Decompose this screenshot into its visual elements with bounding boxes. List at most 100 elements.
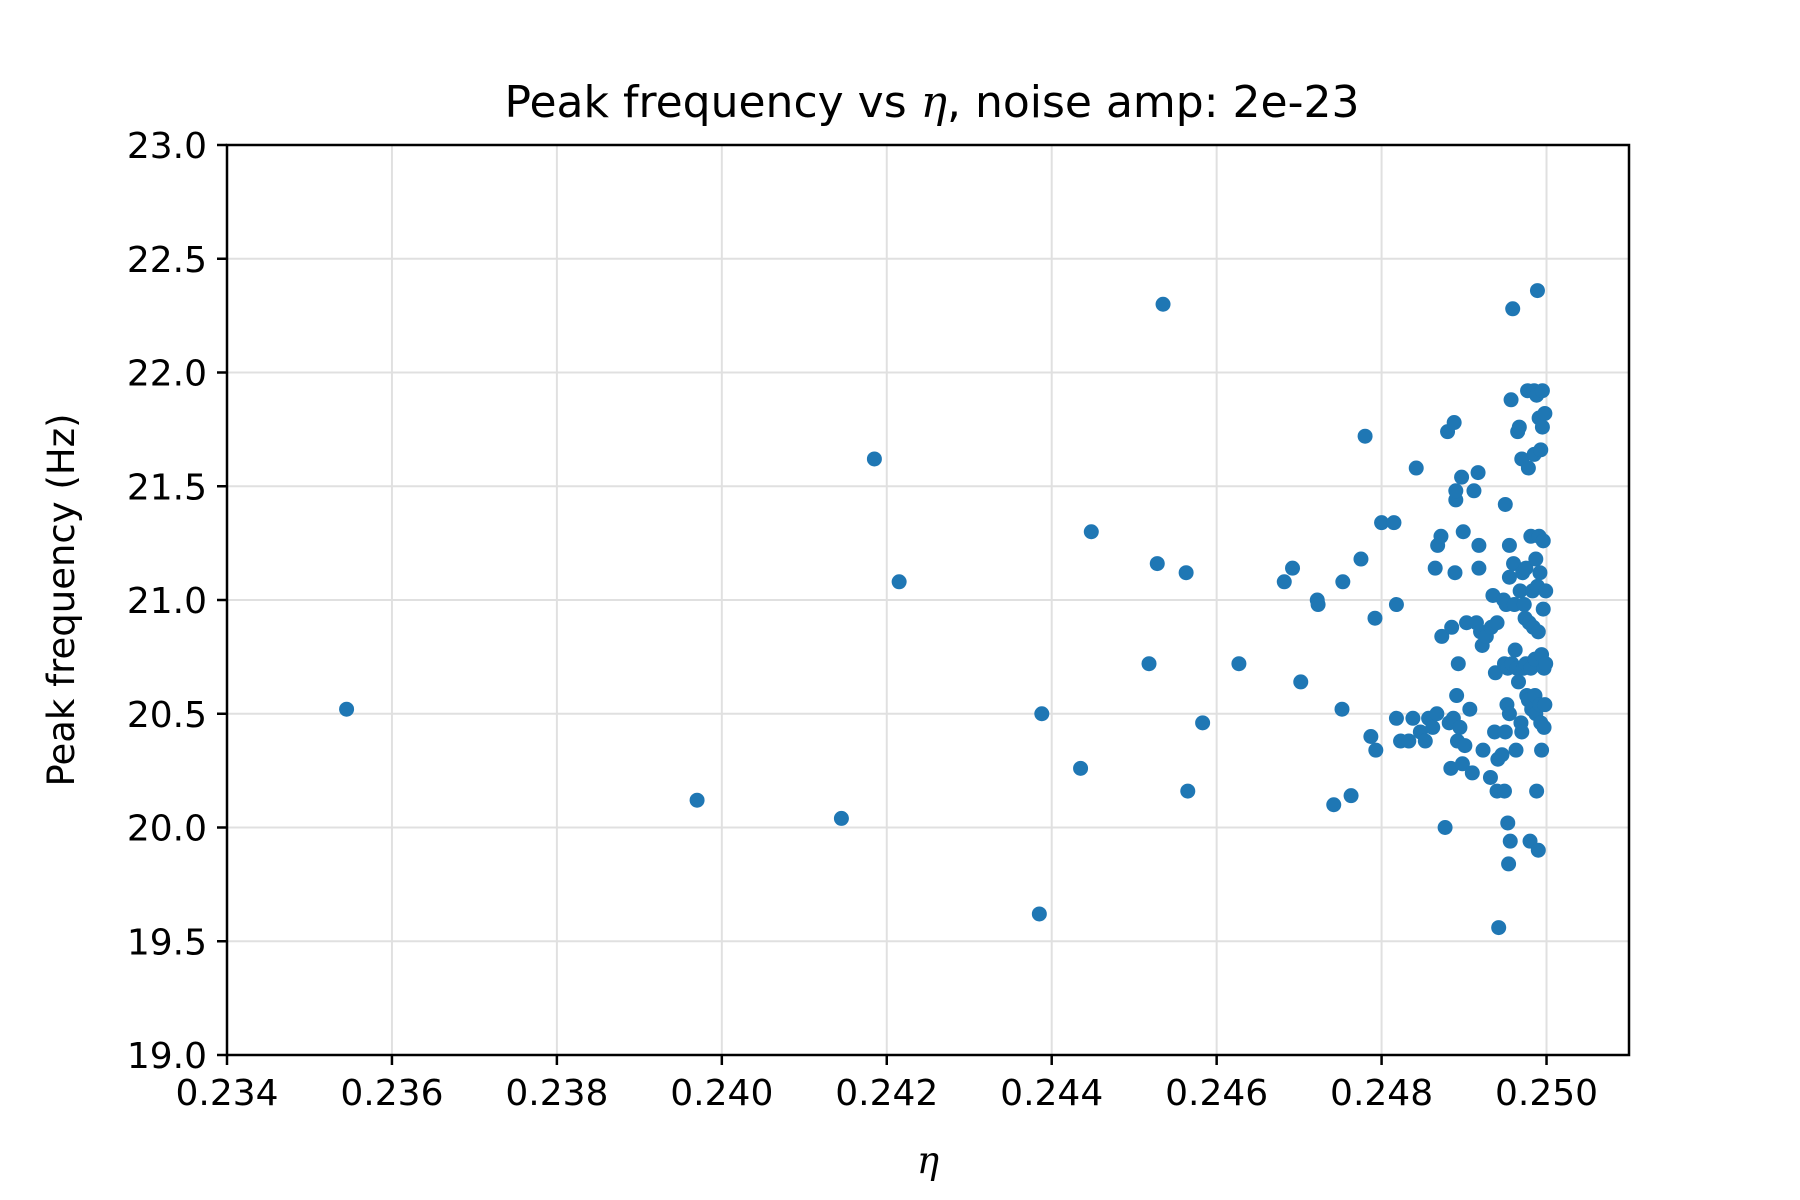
data-point <box>1530 842 1546 858</box>
data-point <box>1537 697 1553 713</box>
data-point <box>1528 551 1544 567</box>
data-point <box>1514 724 1530 740</box>
data-point <box>1457 738 1473 754</box>
data-point <box>1497 496 1513 512</box>
data-point <box>1434 628 1450 644</box>
data-point <box>833 810 849 826</box>
data-point <box>1510 674 1526 690</box>
x-tick-label: 0.236 <box>340 1073 443 1114</box>
chart-title-suffix: , noise amp: 2e-23 <box>947 77 1359 128</box>
data-point <box>1487 665 1503 681</box>
data-point <box>1462 701 1478 717</box>
x-tick-label: 0.248 <box>1330 1073 1433 1114</box>
data-point <box>1496 783 1512 799</box>
data-point <box>1446 415 1462 431</box>
data-point <box>1500 815 1516 831</box>
y-tick-label: 21.5 <box>127 467 207 508</box>
data-point <box>1388 710 1404 726</box>
data-point <box>1031 906 1047 922</box>
data-point <box>1507 642 1523 658</box>
data-point <box>1335 574 1351 590</box>
data-point <box>1141 656 1157 672</box>
data-point <box>1536 719 1552 735</box>
data-point <box>1231 656 1247 672</box>
data-point <box>1276 574 1292 590</box>
x-tick-label: 0.250 <box>1495 1073 1598 1114</box>
data-point <box>1497 724 1513 740</box>
data-point <box>866 451 882 467</box>
data-point <box>1489 615 1505 631</box>
data-point <box>1512 583 1528 599</box>
data-point <box>1482 769 1498 785</box>
data-point <box>1285 560 1301 576</box>
y-tick-label: 22.0 <box>127 354 207 395</box>
data-point <box>1508 742 1524 758</box>
data-point <box>1386 515 1402 531</box>
data-point <box>1452 719 1468 735</box>
data-point <box>1534 742 1550 758</box>
data-point <box>1538 656 1554 672</box>
data-point <box>1511 419 1527 435</box>
data-point <box>1529 283 1545 299</box>
data-point <box>1155 296 1171 312</box>
data-point <box>1464 765 1480 781</box>
data-point <box>1425 719 1441 735</box>
data-point <box>1180 783 1196 799</box>
chart-title: Peak frequency vs η, noise amp: 2e-23 <box>505 77 1360 128</box>
chart-title-symbol: η <box>921 77 947 128</box>
data-point <box>1475 742 1491 758</box>
y-tick-label: 19.5 <box>127 922 207 963</box>
data-point <box>1450 656 1466 672</box>
data-point <box>1444 619 1460 635</box>
data-point <box>1178 565 1194 581</box>
data-point <box>1503 392 1519 408</box>
data-point <box>1537 405 1553 421</box>
data-point <box>1535 533 1551 549</box>
data-point <box>1454 469 1470 485</box>
y-axis-ticks: 19.0 19.5 20.0 20.5 21.0 21.5 22.0 22.5 23.0 <box>127 126 227 1077</box>
data-point <box>1401 733 1417 749</box>
data-point <box>1455 524 1471 540</box>
data-point <box>1494 747 1510 763</box>
data-point <box>1443 760 1459 776</box>
data-point <box>1520 460 1536 476</box>
data-point <box>1501 569 1517 585</box>
data-point <box>1353 551 1369 567</box>
data-point <box>1427 560 1443 576</box>
data-point <box>1388 597 1404 613</box>
x-axis-ticks: 0.234 0.236 0.238 0.240 0.242 0.244 0.246 0.248… <box>175 1055 1598 1114</box>
data-point <box>1529 783 1545 799</box>
data-point <box>1343 788 1359 804</box>
data-point <box>1310 597 1326 613</box>
data-point <box>1363 729 1379 744</box>
data-point <box>1374 515 1390 531</box>
data-point <box>1505 301 1521 317</box>
data-point <box>1501 856 1517 872</box>
data-point <box>1326 797 1342 813</box>
data-point <box>1334 701 1350 717</box>
data-point <box>1405 710 1421 726</box>
data-point <box>1534 419 1550 435</box>
data-point <box>1368 742 1384 758</box>
x-tick-label: 0.242 <box>835 1073 938 1114</box>
data-point <box>1429 706 1445 722</box>
data-point <box>1149 556 1165 572</box>
x-tick-label: 0.244 <box>1000 1073 1103 1114</box>
data-point <box>1437 820 1453 835</box>
y-tick-label: 20.5 <box>127 695 207 736</box>
data-point <box>689 792 705 808</box>
data-points <box>339 283 1554 936</box>
data-point <box>1538 583 1554 599</box>
x-tick-label: 0.246 <box>1165 1073 1268 1114</box>
data-point <box>1083 524 1099 540</box>
data-point <box>1471 537 1487 553</box>
x-tick-label: 0.240 <box>670 1073 773 1114</box>
data-point <box>1449 688 1465 704</box>
data-point <box>1501 706 1517 722</box>
y-tick-label: 20.0 <box>127 809 207 850</box>
data-point <box>1487 724 1503 740</box>
data-point <box>1502 833 1518 849</box>
data-point <box>1073 760 1089 776</box>
x-tick-label: 0.238 <box>505 1073 608 1114</box>
data-point <box>1293 674 1309 690</box>
